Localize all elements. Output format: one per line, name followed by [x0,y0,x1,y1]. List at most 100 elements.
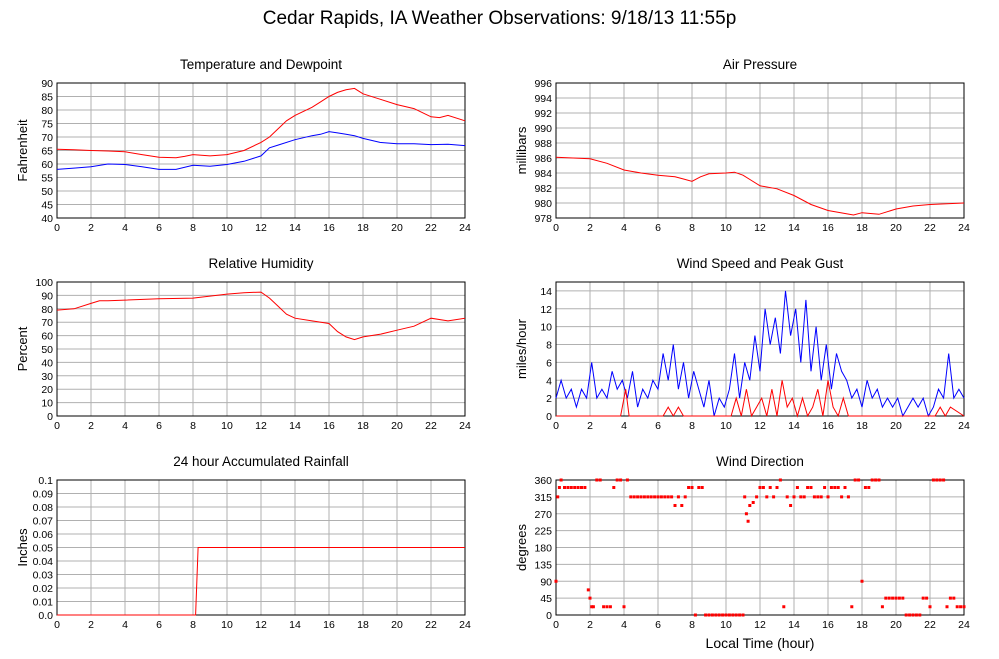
y-tick-label: 12 [540,304,552,316]
x-tick-label: 10 [720,222,732,234]
data-point [918,613,922,617]
x-tick-label: 18 [357,420,369,432]
y-tick-label: 996 [534,78,552,90]
data-point [901,596,905,600]
data-point [622,605,626,609]
y-tick-label: 100 [35,277,53,289]
x-tick-label: 24 [459,222,471,234]
x-tick-label: 18 [856,619,868,631]
data-point [795,486,799,489]
data-point [559,478,563,482]
chart-title: 24 hour Accumulated Rainfall [173,454,349,469]
y-tick-label: 990 [534,123,552,135]
x-tick-label: 2 [587,619,593,631]
data-point [867,486,871,489]
x-tick-label: 16 [822,222,834,234]
y-tick-label: 0.06 [33,529,54,541]
data-point [809,486,813,489]
data-point [580,486,583,489]
y-tick-label: 70 [41,132,53,144]
data-point [605,605,609,609]
x-tick-label: 16 [822,619,834,631]
data-point [717,613,721,617]
data-point [925,596,929,600]
x-tick-label: 4 [122,619,128,631]
y-tick-label: 55 [41,173,53,185]
x-tick-label: 8 [689,222,695,234]
data-point [945,605,949,609]
chart-title: Wind Direction [716,454,804,469]
y-tick-label: 315 [534,492,552,504]
data-point [673,504,677,507]
series-line-1 [56,87,466,159]
x-tick-label: 4 [122,222,128,234]
y-axis-label: millibars [514,126,529,174]
y-tick-label: 986 [534,153,552,165]
data-point [877,478,881,482]
data-point [829,486,833,489]
data-point [746,519,750,523]
data-point [687,486,691,489]
y-tick-label: 75 [41,119,53,131]
x-tick-label: 16 [323,619,335,631]
data-point [772,495,776,499]
y-tick-label: 50 [41,344,53,356]
x-tick-label: 10 [221,222,233,234]
data-point [563,486,566,489]
data-point [556,495,560,499]
data-point [743,495,747,499]
x-tick-label: 6 [655,222,661,234]
data-point [846,495,850,499]
data-point [656,495,660,499]
x-tick-label: 12 [255,619,267,631]
data-point [595,478,599,482]
data-point [908,613,912,617]
x-tick-label: 10 [720,420,732,432]
y-tick-label: 80 [41,105,53,117]
x-axis-label: Local Time (hour) [705,635,815,651]
data-point [860,579,864,583]
data-point [615,478,619,482]
data-point [894,596,898,600]
data-point [761,486,765,489]
x-tick-label: 20 [391,420,403,432]
data-point [680,504,684,507]
y-tick-label: 60 [41,159,53,171]
data-point [789,504,793,507]
x-tick-label: 24 [958,222,970,234]
data-point [942,478,946,482]
x-tick-label: 18 [357,222,369,234]
y-tick-label: 994 [534,93,552,105]
x-tick-label: 10 [720,619,732,631]
y-tick-label: 90 [540,576,552,588]
y-tick-label: 0 [546,411,552,423]
plot-frame [56,281,466,417]
x-tick-label: 6 [655,420,661,432]
data-point [751,501,755,504]
x-tick-label: 24 [459,619,471,631]
data-point [928,605,932,609]
data-point [583,486,587,489]
x-tick-label: 6 [156,222,162,234]
y-axis-label: miles/hour [514,318,529,379]
data-point [602,605,606,609]
data-point [935,478,939,482]
y-tick-label: 0 [47,411,53,423]
x-tick-label: 22 [425,619,437,631]
x-tick-label: 10 [221,420,233,432]
data-point [629,495,633,499]
x-tick-label: 8 [689,420,695,432]
x-tick-label: 20 [391,619,403,631]
y-tick-label: 90 [41,78,53,90]
data-point [566,486,570,489]
y-tick-label: 80 [41,304,53,316]
x-tick-label: 18 [856,222,868,234]
y-tick-label: 0.04 [33,556,54,568]
y-tick-label: 65 [41,146,53,158]
data-point [921,596,925,600]
data-point [731,613,735,617]
